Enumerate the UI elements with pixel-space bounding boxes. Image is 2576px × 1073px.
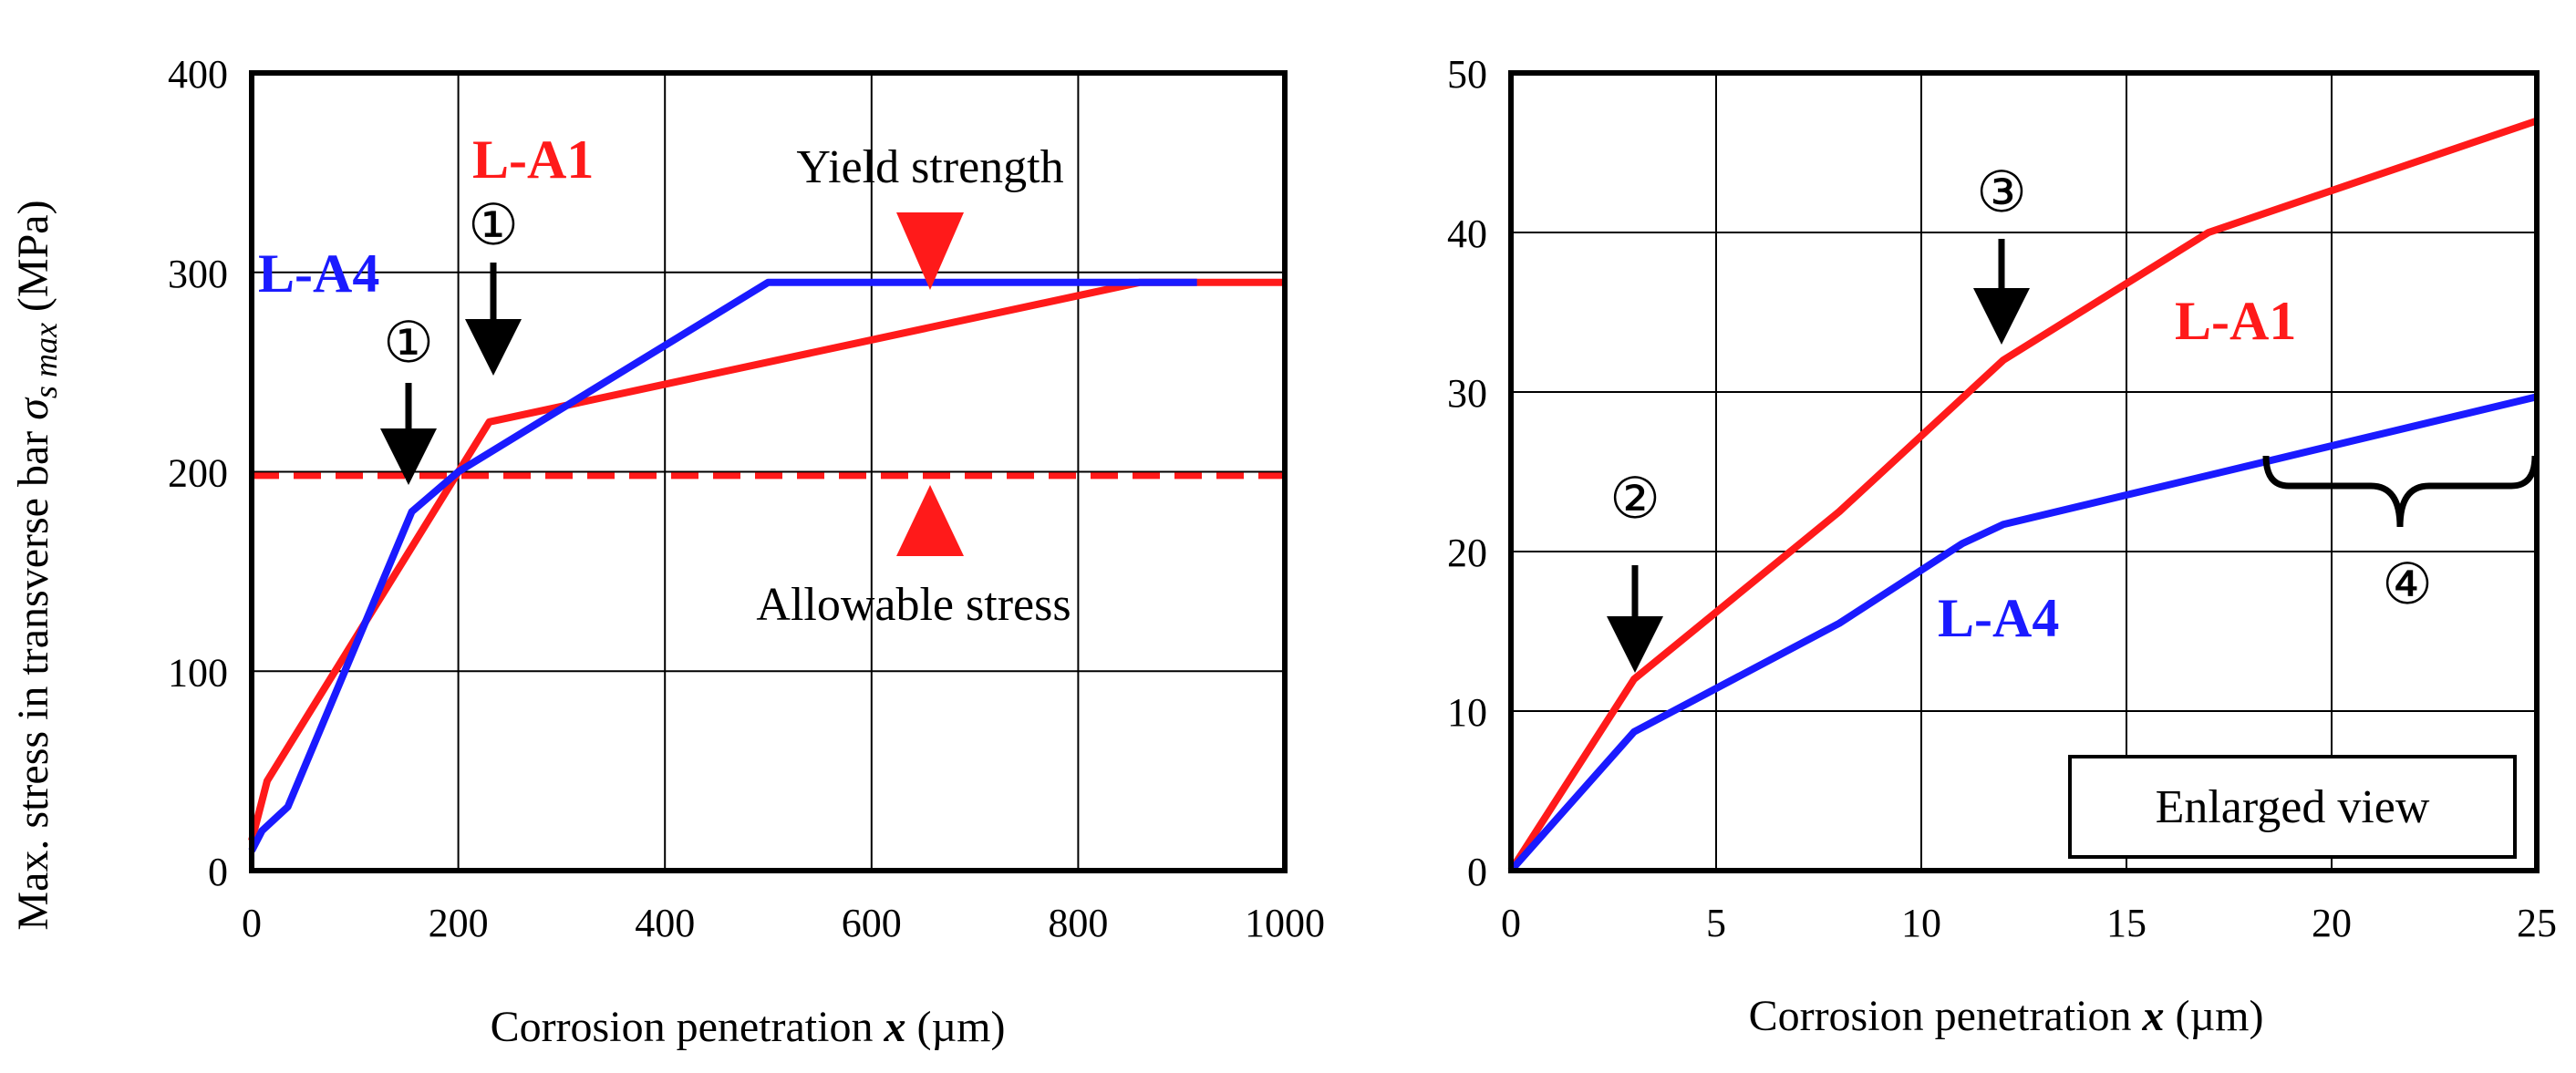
marker-2: ② <box>1609 465 1660 531</box>
y-tick-label: 30 <box>1447 371 1487 416</box>
left-chart-x-axis-title: Corrosion penetration x (µm) <box>491 1003 1006 1051</box>
right-chart-y-ticks: 0 10 20 30 40 50 <box>1447 52 1487 894</box>
x-title-var: x <box>883 1003 905 1051</box>
yield-strength-triangle-marker <box>896 212 964 290</box>
y-tick-label: 10 <box>1447 690 1487 735</box>
allowable-stress-label: Allowable stress <box>756 579 1071 631</box>
yield-strength-label: Yield strength <box>796 141 1063 193</box>
x-tick-label: 5 <box>1706 901 1726 945</box>
x-title-prefix: Corrosion penetration <box>491 1003 885 1051</box>
right-label-l-a4: L-A4 <box>1938 588 2059 648</box>
x-title-unit: (µm) <box>905 1003 1005 1051</box>
y-tick-label: 0 <box>208 850 228 894</box>
y-tick-label: 100 <box>168 650 228 695</box>
right-chart-x-ticks: 0 5 10 15 20 25 <box>1501 901 2557 945</box>
x-tick-label: 200 <box>429 901 489 945</box>
arrow-down-icon <box>1973 239 2030 345</box>
x-tick-label: 20 <box>2312 901 2352 945</box>
left-chart-y-ticks: 0 100 200 300 400 <box>168 52 228 894</box>
left-chart: 0 200 400 600 800 1000 0 100 200 300 400 Max. str… <box>9 52 1325 1051</box>
arrow-down-icon <box>465 263 522 376</box>
y-tick-label: 300 <box>168 252 228 296</box>
x-tick-label: 400 <box>635 901 695 945</box>
right-chart-x-axis-title: Corrosion penetration x (µm) <box>1749 992 2264 1040</box>
left-chart-grid <box>252 73 1285 871</box>
series-line-l-a4 <box>248 278 1197 852</box>
y-tick-label: 200 <box>168 451 228 496</box>
right-chart-grid <box>1511 73 2537 871</box>
arrow-down-icon <box>380 383 437 485</box>
y-tick-label: 400 <box>168 52 228 97</box>
y-tick-label: 40 <box>1447 212 1487 256</box>
series-line-l-a1 <box>1507 117 2539 873</box>
enlarged-view-label: Enlarged view <box>2156 781 2430 833</box>
x-tick-label: 600 <box>842 901 902 945</box>
y-title-sigma: σ <box>9 397 57 420</box>
series-line-l-a4 <box>1508 393 2538 873</box>
x-tick-label: 0 <box>1501 901 1521 945</box>
marker-1-l-a4: ① <box>383 309 434 376</box>
y-tick-label: 20 <box>1447 531 1487 575</box>
x-tick-label: 0 <box>242 901 262 945</box>
left-chart-series <box>248 278 1285 852</box>
right-chart-series <box>1507 117 2539 873</box>
left-label-l-a4: L-A4 <box>258 243 379 304</box>
left-chart-x-ticks: 0 200 400 600 800 1000 <box>242 901 1325 945</box>
y-title-subscript: s max <box>27 323 64 398</box>
left-chart-plot-frame <box>249 70 1288 873</box>
y-title-unit: (MPa) <box>9 200 57 323</box>
arrow-down-icon <box>1607 565 1663 673</box>
x-title-var: x <box>2141 992 2164 1040</box>
y-tick-label: 50 <box>1447 52 1487 97</box>
curly-brace-icon <box>2262 455 2539 528</box>
enlarged-view-box <box>2068 755 2517 859</box>
x-tick-label: 800 <box>1048 901 1108 945</box>
right-chart-plot-frame <box>1508 70 2540 873</box>
allowable-stress-triangle-marker <box>896 485 964 556</box>
x-tick-label: 15 <box>2106 901 2147 945</box>
marker-3: ③ <box>1976 159 2027 225</box>
x-title-prefix: Corrosion penetration <box>1749 992 2143 1040</box>
marker-4: ④ <box>2382 551 2433 617</box>
y-tick-label: 0 <box>1467 850 1487 894</box>
x-tick-label: 10 <box>1901 901 1941 945</box>
right-chart: 0 5 10 15 20 25 0 10 20 30 40 50 Corrosion penetra… <box>1447 52 2557 1040</box>
left-label-l-a1: L-A1 <box>472 129 594 190</box>
x-tick-label: 25 <box>2517 901 2557 945</box>
x-tick-label: 1000 <box>1245 901 1325 945</box>
x-title-unit: (µm) <box>2164 992 2263 1040</box>
right-label-l-a1: L-A1 <box>2175 291 2296 351</box>
y-title-prefix: Max. stress in transverse bar <box>9 420 57 931</box>
marker-1-l-a1: ① <box>468 191 519 258</box>
left-chart-y-axis-title: Max. stress in transverse bar σs max (MP… <box>9 200 64 930</box>
